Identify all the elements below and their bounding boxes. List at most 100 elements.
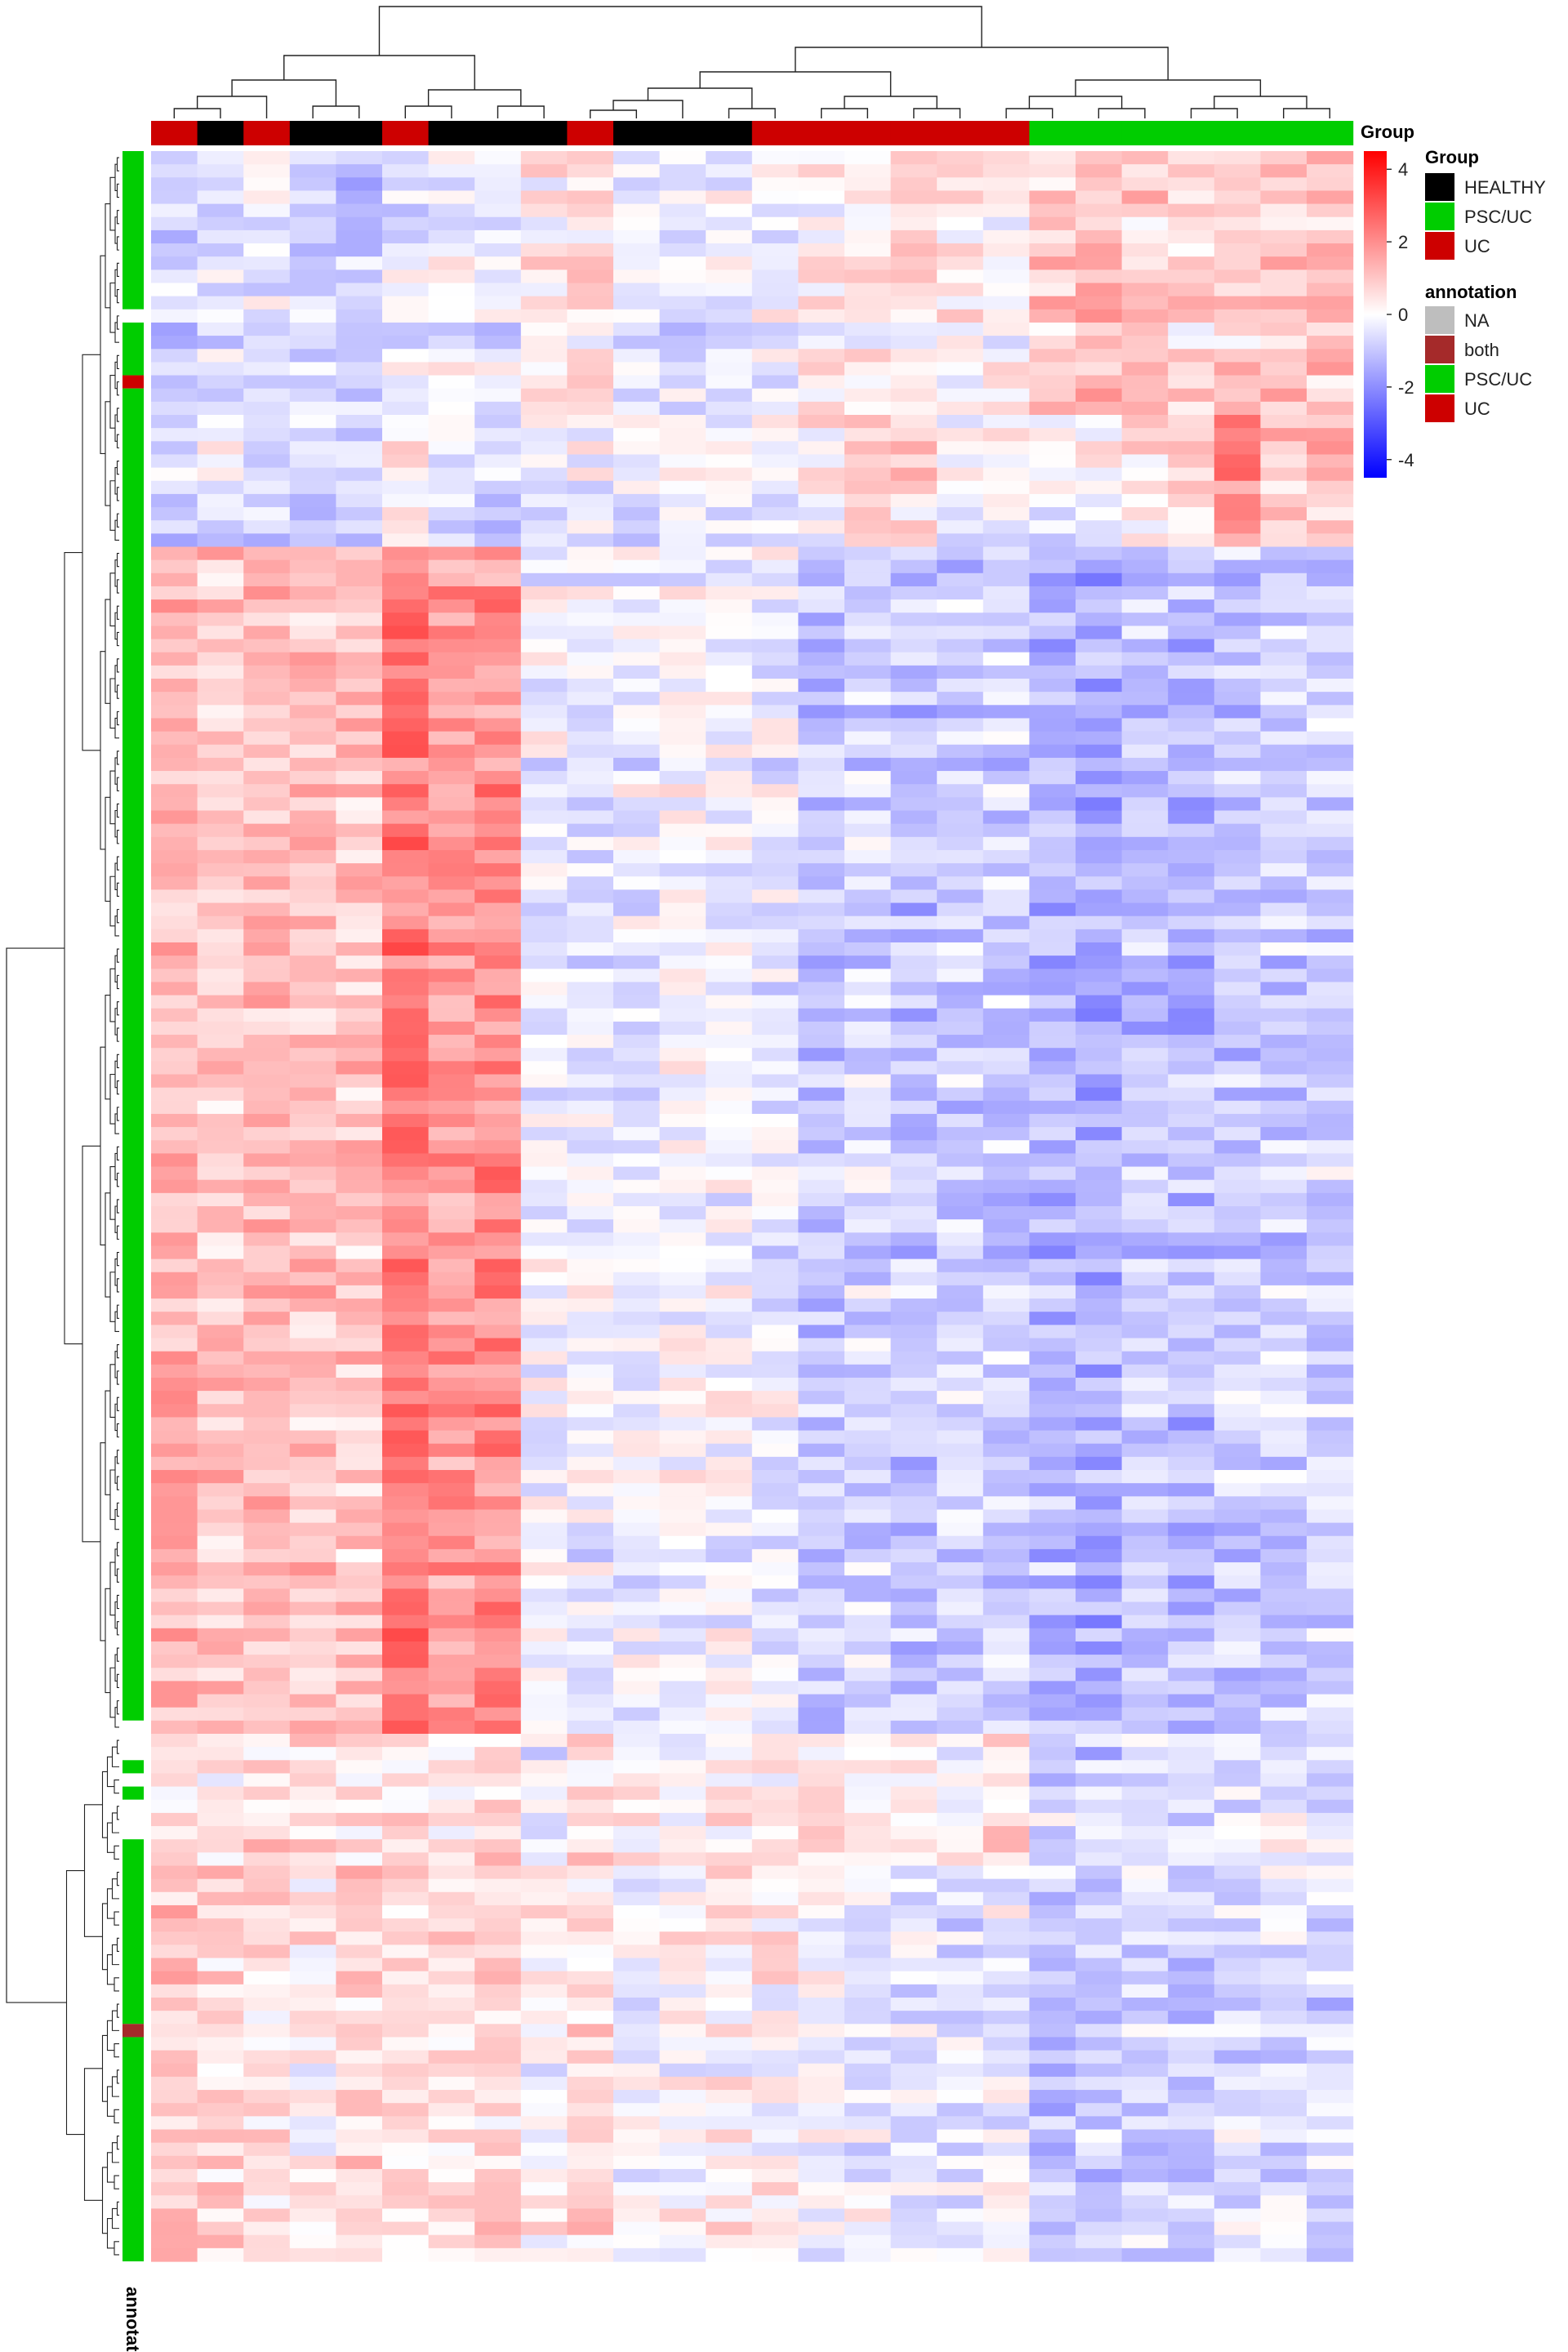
heatmap-cell (1214, 401, 1261, 416)
heatmap-cell (336, 1615, 383, 1629)
heatmap-cell (336, 1232, 383, 1247)
heatmap-cell (1121, 1377, 1169, 1392)
heatmap-cell (382, 1483, 430, 1497)
heatmap-cell (243, 322, 291, 336)
heatmap-cell (982, 1799, 1030, 1814)
heatmap-cell (706, 336, 753, 350)
heatmap-cell (151, 270, 198, 284)
heatmap-cell (1307, 1470, 1354, 1484)
heatmap-cell (751, 1312, 799, 1325)
row-annotation-segment (122, 151, 144, 310)
heatmap-cell (751, 1048, 799, 1062)
heatmap-cell (751, 836, 799, 851)
heatmap-cell (243, 243, 291, 257)
heatmap-cell (613, 1391, 661, 1405)
heatmap-cell (151, 1298, 198, 1312)
heatmap-cell (520, 1668, 568, 1682)
heatmap-cell (798, 1325, 845, 1339)
heatmap-cell (1029, 216, 1076, 231)
heatmap-cell (289, 2090, 336, 2104)
heatmap-cell (1260, 1747, 1307, 1761)
group-annotation-cell (937, 121, 984, 145)
heatmap-cell (937, 1206, 984, 1220)
heatmap-cell (428, 1127, 475, 1141)
heatmap-cell (382, 1087, 430, 1102)
heatmap-cell (243, 836, 291, 851)
heatmap-cell (937, 612, 984, 626)
heatmap-cell (1029, 1312, 1076, 1325)
heatmap-cell (474, 1575, 522, 1589)
heatmap-cell (706, 1509, 753, 1524)
heatmap-cell (1307, 1931, 1354, 1945)
heatmap-cell (1076, 1760, 1123, 1775)
heatmap-cell (151, 705, 198, 719)
heatmap-cell (844, 216, 892, 231)
row-dendrogram-branch (116, 1173, 119, 1187)
heatmap-cell (1214, 467, 1261, 482)
heatmap-cell (706, 718, 753, 733)
heatmap-cell (890, 1588, 938, 1603)
heatmap-cell (982, 956, 1030, 969)
heatmap-cell (982, 164, 1030, 178)
heatmap-cell (151, 1694, 198, 1708)
heatmap-cell (1029, 243, 1076, 257)
row-dendrogram-branch (83, 1804, 103, 1937)
heatmap-cell (1260, 1008, 1307, 1022)
heatmap-cell (844, 1509, 892, 1524)
heatmap-cell (428, 1760, 475, 1775)
heatmap-cell (1121, 1048, 1169, 1062)
heatmap-cell (1076, 665, 1123, 679)
heatmap-cell (613, 177, 661, 192)
heatmap-cell (1307, 929, 1354, 943)
heatmap-cell (1214, 190, 1261, 205)
heatmap-cell (890, 1258, 938, 1273)
heatmap-cell (659, 2063, 706, 2078)
heatmap-cell (197, 836, 244, 851)
heatmap-cell (474, 889, 522, 904)
heatmap-cell (844, 1826, 892, 1840)
heatmap-cell (1307, 679, 1354, 693)
heatmap-cell (567, 1325, 614, 1339)
heatmap-cell (1076, 1061, 1123, 1076)
heatmap-cell (336, 229, 383, 244)
heatmap-cell (1076, 982, 1123, 996)
heatmap-cell (382, 995, 430, 1009)
heatmap-cell (382, 915, 430, 930)
heatmap-cell (1121, 1694, 1169, 1708)
heatmap-cell (751, 718, 799, 733)
heatmap-cell (1121, 546, 1169, 561)
heatmap-cell (798, 2011, 845, 2025)
heatmap-cell (1029, 1166, 1076, 1181)
heatmap-cell (706, 1021, 753, 1036)
heatmap-cell (336, 586, 383, 600)
heatmap-cell (1168, 1285, 1215, 1299)
heatmap-cell (1260, 151, 1307, 165)
heatmap-cell (1121, 652, 1169, 666)
heatmap-cell (937, 256, 984, 270)
heatmap-cell (1260, 1483, 1307, 1497)
heatmap-cell (336, 1984, 383, 1998)
heatmap-cell (706, 1272, 753, 1286)
heatmap-cell (474, 1140, 522, 1154)
heatmap-cell (1307, 2076, 1354, 2091)
heatmap-cell (613, 1061, 661, 1076)
heatmap-cell (844, 1272, 892, 1286)
heatmap-cell (1029, 665, 1076, 679)
heatmap-cell (1214, 322, 1261, 336)
heatmap-cell (844, 322, 892, 336)
row-dendrogram-branch (116, 631, 119, 647)
heatmap-cell (382, 296, 430, 310)
heatmap-cell (890, 520, 938, 534)
row-dendrogram-branch (116, 1344, 119, 1359)
heatmap-cell (751, 1747, 799, 1761)
heatmap-cell (1214, 2182, 1261, 2196)
heatmap-cell (1214, 336, 1261, 350)
heatmap-cell (1260, 784, 1307, 798)
heatmap-cell (382, 849, 430, 864)
heatmap-cell (613, 1404, 661, 1418)
heatmap-cell (613, 2182, 661, 2196)
heatmap-cell (243, 1588, 291, 1603)
heatmap-cell (1260, 1074, 1307, 1089)
heatmap-cell (1029, 2090, 1076, 2104)
heatmap-cell (798, 1707, 845, 1722)
